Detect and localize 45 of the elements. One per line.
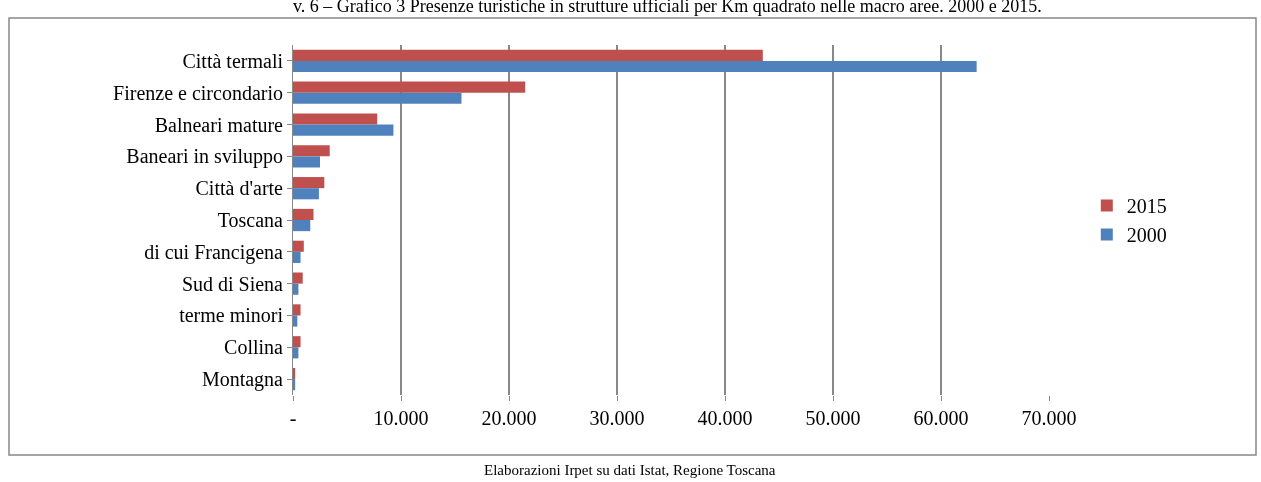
bar <box>293 81 526 93</box>
bar <box>293 156 320 168</box>
bar <box>293 49 763 61</box>
x-tick-label: - <box>289 407 297 429</box>
y-tick-label: Sud di Siena <box>181 272 284 295</box>
bar <box>293 251 301 263</box>
y-tick-label: Balneari mature <box>154 113 284 136</box>
legend-label: 2000 <box>1126 224 1167 247</box>
y-tick-label: terme minori <box>179 304 284 327</box>
bar <box>293 315 298 327</box>
bar <box>293 304 301 316</box>
y-tick-label: Città d'arte <box>195 177 284 200</box>
y-tick-label: Collina <box>224 336 284 359</box>
bar <box>293 283 299 295</box>
x-tick-label: 50.000 <box>805 407 861 429</box>
x-tick-label: 10.000 <box>373 407 429 429</box>
bar <box>293 92 462 104</box>
legend-label: 2015 <box>1126 195 1167 218</box>
bar <box>293 272 303 284</box>
bar <box>293 220 311 232</box>
text: Elaborazioni Irpet su dati Istat, Regione Toscana <box>484 462 776 478</box>
bar <box>293 367 296 380</box>
bar <box>293 188 319 200</box>
bar <box>293 124 394 136</box>
x-tick-label: 70.000 <box>1021 407 1077 429</box>
bar <box>293 145 330 157</box>
y-tick-label: Baneari in sviluppo <box>126 145 283 169</box>
x-tick-label: 60.000 <box>913 407 969 429</box>
bar <box>293 347 299 359</box>
bar <box>293 177 325 189</box>
x-tick-label: 30.000 <box>589 407 645 429</box>
x-tick-label: 20.000 <box>481 407 537 429</box>
y-tick-label: Toscana <box>217 209 284 231</box>
chart-title: v. 6 – Grafico 3 Presenze turistiche in strutture ufficiali per Km quadrato nelle macro aree. 2000 e 2015. <box>293 0 1042 17</box>
bar <box>293 336 301 348</box>
bar <box>293 208 314 220</box>
y-tick-label: Città termali <box>182 49 284 72</box>
bar <box>293 113 378 125</box>
bar <box>293 379 296 391</box>
bar <box>293 60 977 73</box>
bar <box>293 240 304 252</box>
y-tick-label: Montagna <box>201 368 284 392</box>
y-tick-label: Firenze e circondario <box>113 81 283 104</box>
x-tick-label: 40.000 <box>697 407 753 429</box>
y-tick-label: di cui Francigena <box>144 240 284 264</box>
